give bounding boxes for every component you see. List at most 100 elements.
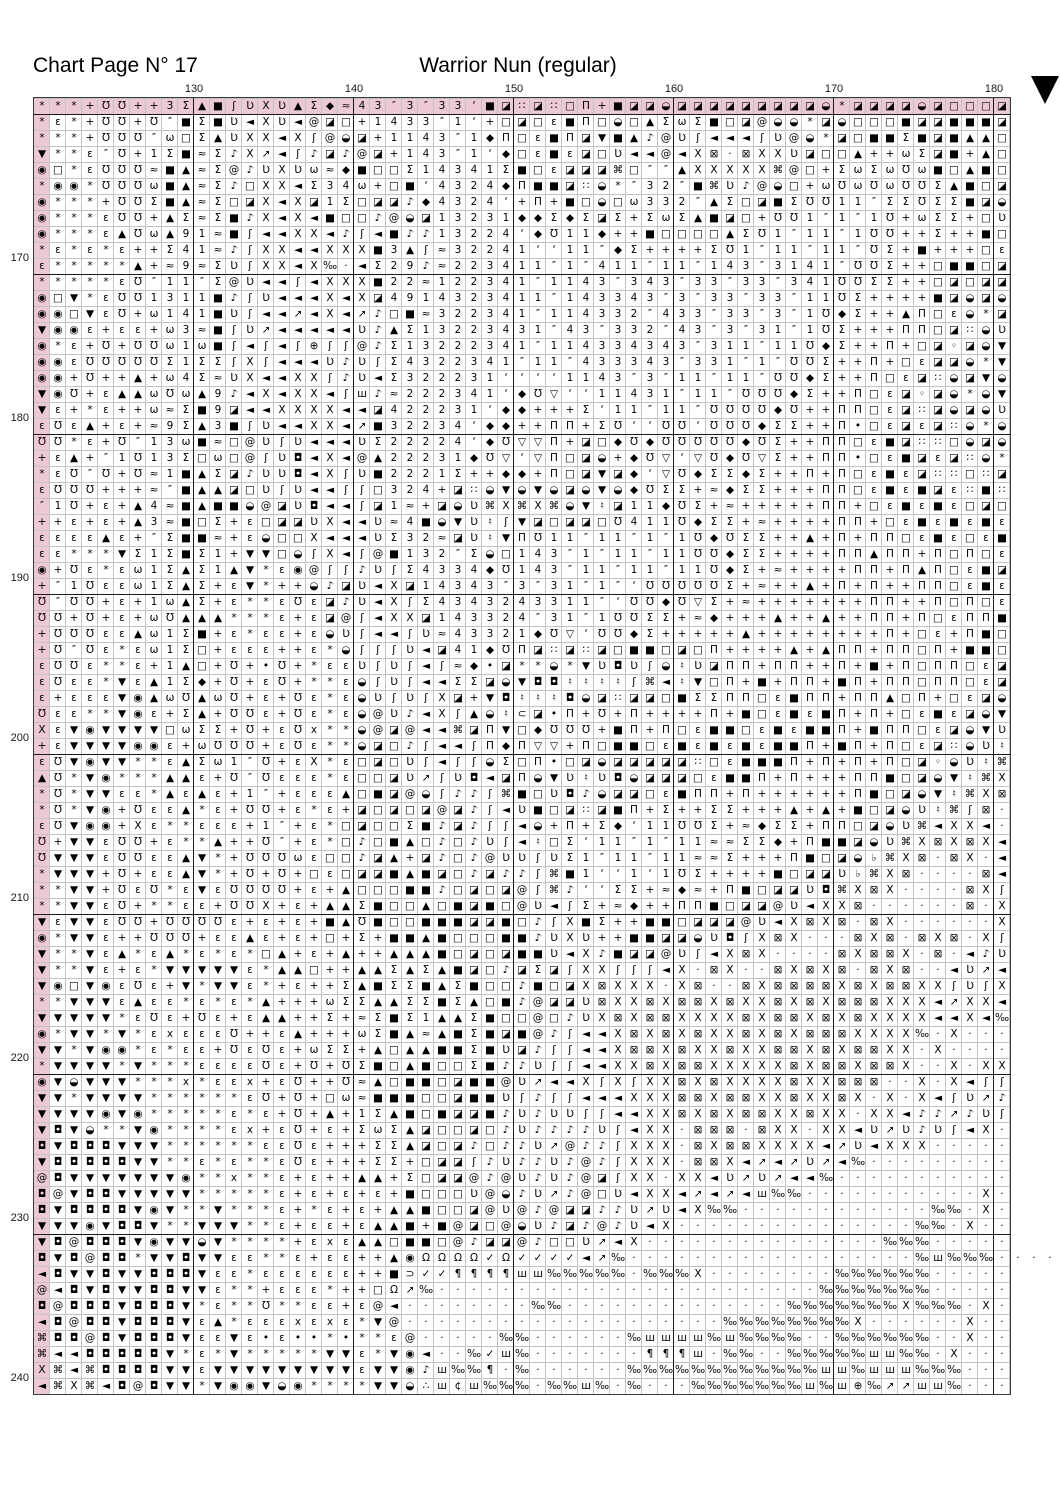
grid-cell: · [584,1300,588,1312]
grid-cell: ε [279,596,285,608]
grid-cell: Σ [358,996,366,1008]
grid-cell: + [389,148,399,160]
grid-cell: 1 [614,388,622,400]
grid-cell: * [167,1124,173,1136]
grid-cell: □ [949,564,959,576]
grid-cell: X [758,148,766,160]
grid-cell: ■ [949,260,959,272]
grid-cell: ◪ [901,404,911,416]
grid-cell: ◒ [981,324,991,336]
grid-cell: 1 [550,356,558,368]
grid-cell: ▼ [165,1364,175,1376]
grid-cell: Π [822,692,830,704]
grid-cell: * [183,1204,189,1216]
grid-cell: ■ [933,500,943,512]
grid-cell: ◄ [389,628,399,640]
grid-cell: ≈ [197,196,207,208]
grid-cell: @ [52,1300,64,1312]
grid-cell: * [39,996,45,1008]
grid-cell: 2 [502,612,510,624]
grid-cell: ⊠ [805,964,815,976]
grid-cell: X [966,852,974,864]
grid-cell: Π [838,500,846,512]
grid-cell: ◪ [485,916,495,928]
grid-cell: Π [838,660,846,672]
grid-cell: Σ [182,676,190,688]
grid-cell: ▲ [373,1236,383,1248]
grid-cell: ≈ [341,100,351,112]
grid-cell: ε [871,436,877,448]
grid-cell: ◉ [101,1044,111,1056]
grid-cell: Ʊ [101,468,111,480]
grid-cell: ⊠ [741,148,751,160]
grid-cell: Π [838,404,846,416]
grid-cell: □ [453,1060,463,1072]
grid-cell: ▼ [69,1012,79,1024]
grid-cell: ε [935,452,941,464]
grid-cell: • [262,660,270,672]
grid-cell: + [869,292,879,304]
grid-cell: ω [213,756,223,768]
grid-cell: ■ [373,788,383,800]
grid-cell: ε [151,1028,157,1040]
grid-cell: Σ [358,1124,366,1136]
grid-cell: · [968,1188,972,1200]
grid-row: ◉ * ▼ ▼ * ▼ * ε x ε ε ε Ʊ + + ε ▲ + + + ω Σ ■ ▲ ≈ ▲ ■ Σ ■ ◪ ■ @ ♪ ʃ ◄ ◄ X ⊠ X ⊠… [34,1026,1010,1042]
grid-cell: 2 [406,388,414,400]
grid-cell: ♪ [534,1204,542,1216]
grid-cell: ⊠ [805,1108,815,1120]
grid-cell: Σ [598,820,606,832]
grid-cell: 1 [438,612,446,624]
grid-cell: ◘ [181,1252,191,1264]
grid-cell: + [693,804,703,816]
grid-cell: 3 [214,420,222,432]
grid-cell: ε [311,1236,317,1248]
grid-cell: · [968,868,972,880]
grid-cell: ⊠ [821,1012,831,1024]
grid-cell: □ [853,468,863,480]
grid-cell: ▼ [133,1188,143,1200]
grid-cell: ◘ [149,1284,159,1296]
grid-cell: □ [565,468,575,480]
grid-cell: ‰ [690,1364,706,1376]
grid-cell: + [213,708,223,720]
grid-cell: X [998,900,1006,912]
grid-cell: ◆ [533,212,543,224]
grid-cell: ♪ [918,1108,926,1120]
grid-cell: ◄ [325,500,335,512]
grid-cell: ▲ [293,100,303,112]
grid-cell: ◒ [997,292,1007,304]
grid-cell: · [920,1156,924,1168]
grid-cell: ◉ [405,1364,415,1376]
grid-cell: ‰ [754,1364,770,1376]
grid-cell: ε [983,676,989,688]
grid-cell: 1 [518,244,526,256]
grid-cell: ◪ [485,868,495,880]
grid-cell: Σ [470,548,478,560]
grid-cell: Σ [662,484,670,496]
grid-cell: + [389,1172,399,1184]
grid-cell: ‰ [818,1316,834,1328]
grid-cell: ◪ [933,116,943,128]
grid-cell: ◘ [165,1268,175,1280]
grid-cell: Ʊ [757,436,767,448]
grid-cell: Ʊ [53,644,63,656]
grid-cell: 3 [630,324,638,336]
grid-cell: Ʋ [390,676,398,688]
grid-cell: 4 [182,244,190,256]
grid-cell: + [949,228,959,240]
grid-cell: ≈ [725,836,735,848]
grid-cell: Π [822,436,830,448]
grid-cell: ▼ [693,676,703,688]
grid-cell: X [998,916,1006,928]
grid-cell: 3 [454,404,462,416]
grid-cell: ε [151,852,157,864]
grid-cell: ▼ [37,916,47,928]
grid-cell: X [662,1220,670,1232]
grid-cell: ∷ [966,324,974,336]
grid-cell: ▲ [197,388,207,400]
grid-cell: ◄ [933,820,943,832]
grid-cell: 1 [406,340,414,352]
grid-cell: ⊠ [837,1060,847,1072]
grid-cell: ‘ [632,820,636,832]
